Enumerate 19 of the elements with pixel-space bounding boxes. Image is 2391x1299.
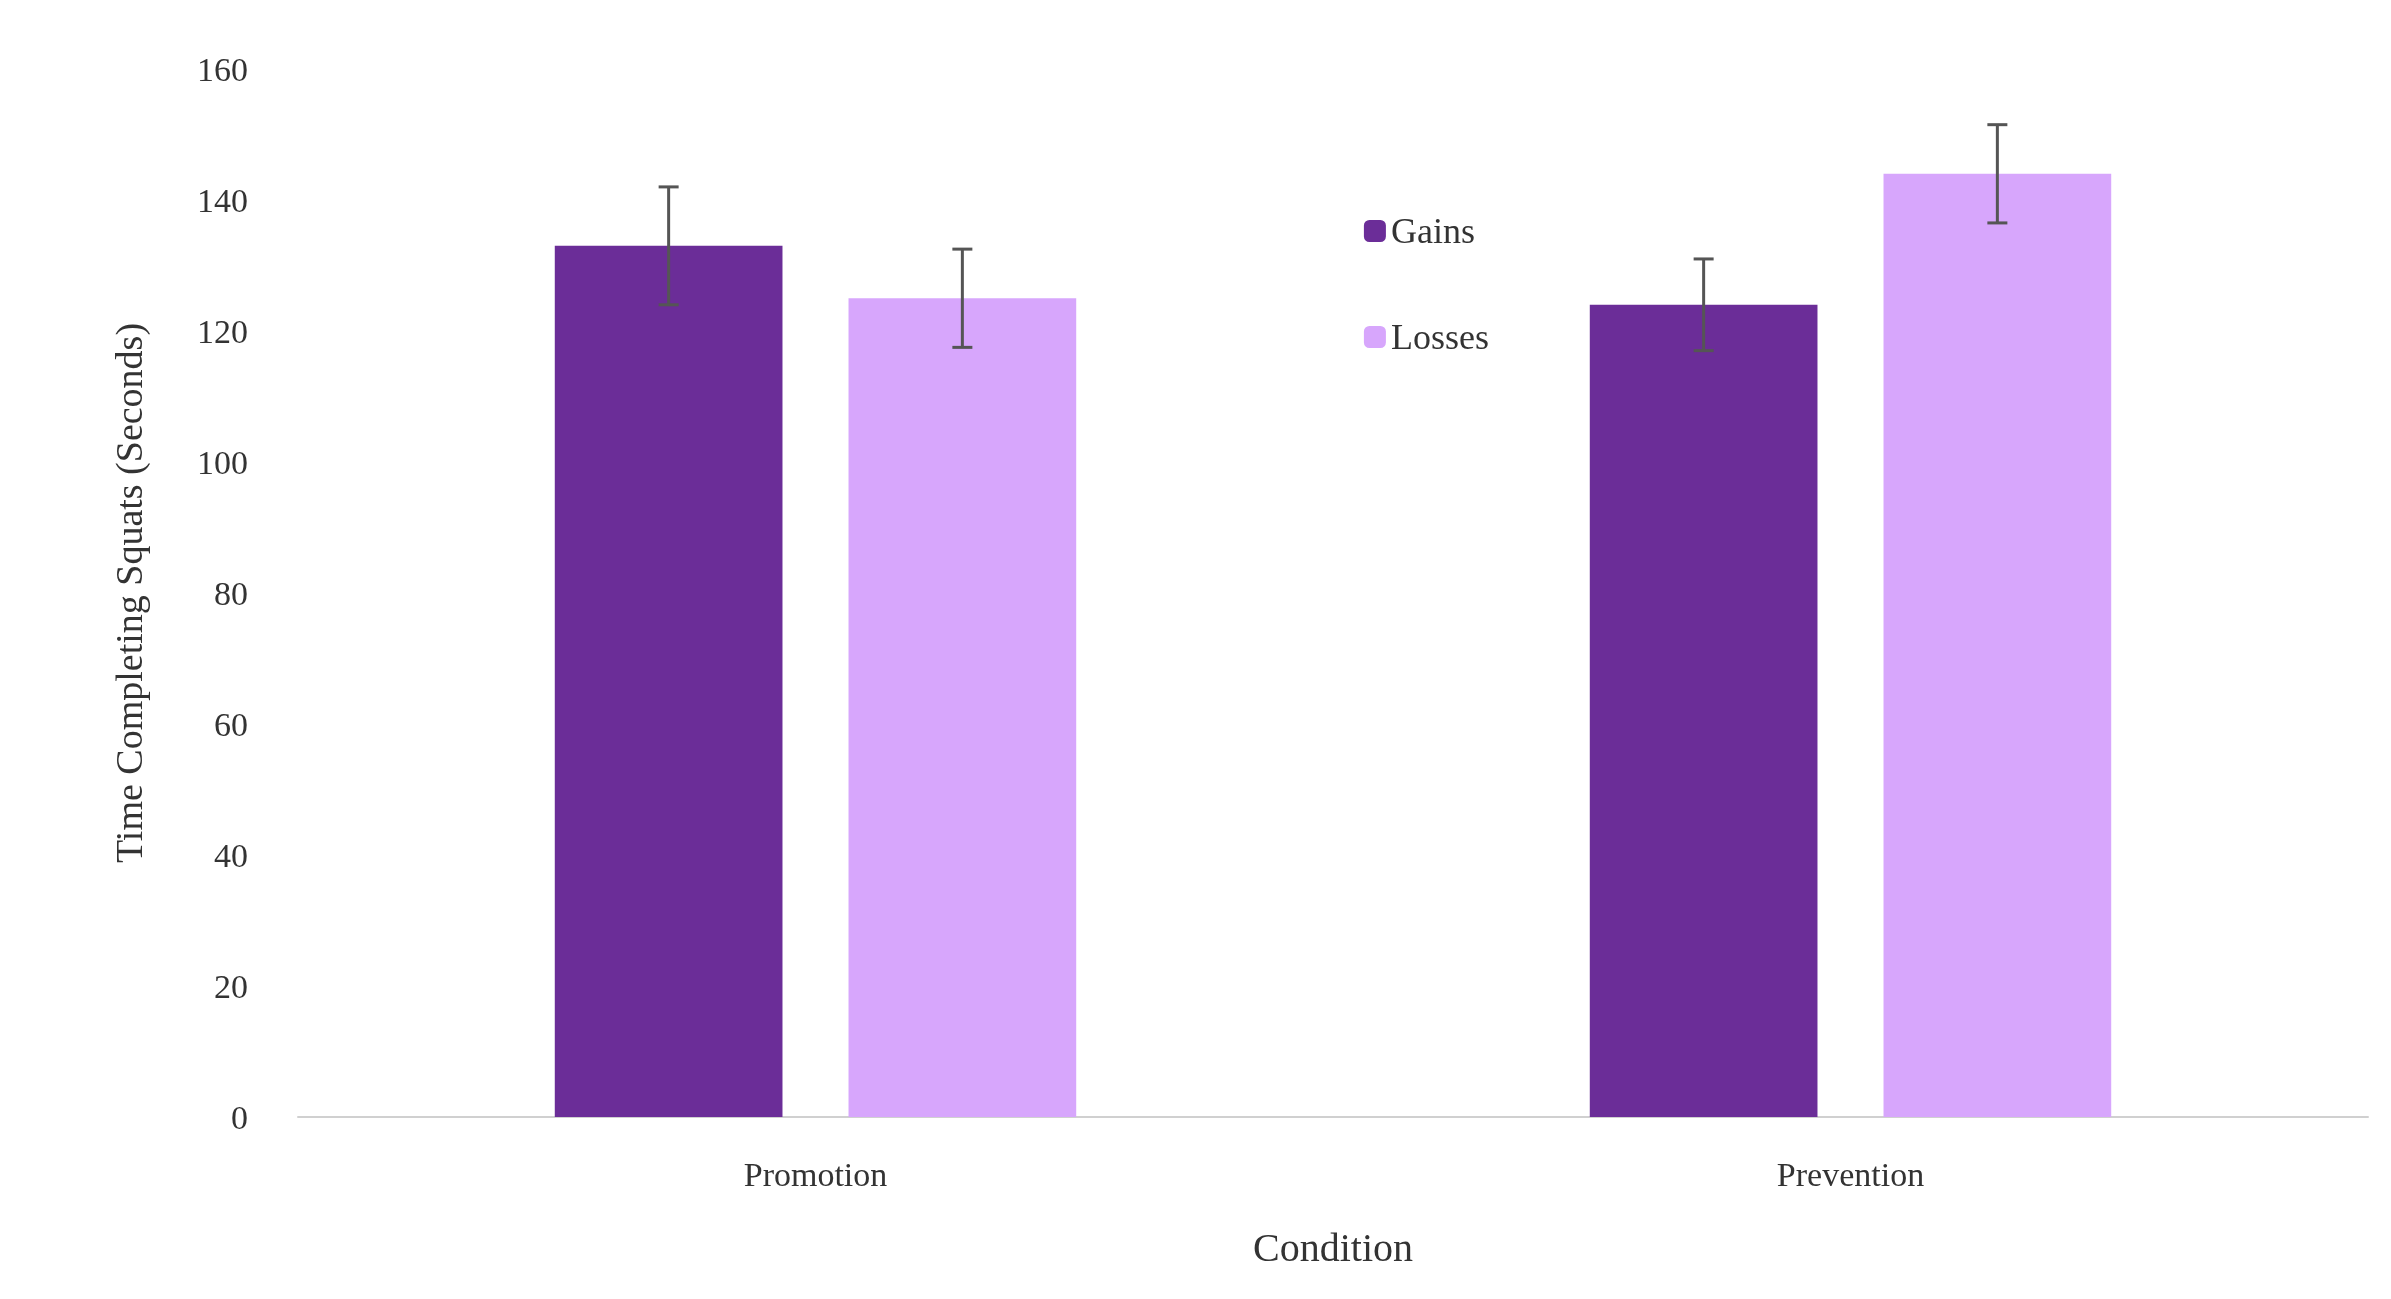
bar	[1883, 173, 2112, 1117]
y-tick-label: 140	[197, 181, 248, 219]
y-tick-label: 120	[197, 312, 248, 350]
bar	[554, 245, 783, 1117]
y-tick-label: 60	[214, 705, 248, 743]
y-tick-label: 80	[214, 574, 248, 612]
y-tick-label: 100	[197, 443, 248, 481]
legend-label: Gains	[1390, 211, 1475, 251]
bar	[848, 298, 1077, 1117]
y-tick-label: 0	[231, 1098, 248, 1136]
x-tick-label: Prevention	[1776, 1155, 1925, 1193]
y-tick-label: 20	[214, 967, 248, 1005]
y-axis-title: Time Completing Squats (Seconds)	[108, 322, 151, 864]
y-tick-label: 160	[197, 50, 248, 88]
x-tick-label: Promotion	[743, 1155, 888, 1193]
x-axis-title: Condition	[1252, 1224, 1414, 1270]
y-tick-label: 40	[214, 836, 248, 874]
bar	[1589, 304, 1818, 1117]
legend-label: Losses	[1390, 317, 1489, 357]
